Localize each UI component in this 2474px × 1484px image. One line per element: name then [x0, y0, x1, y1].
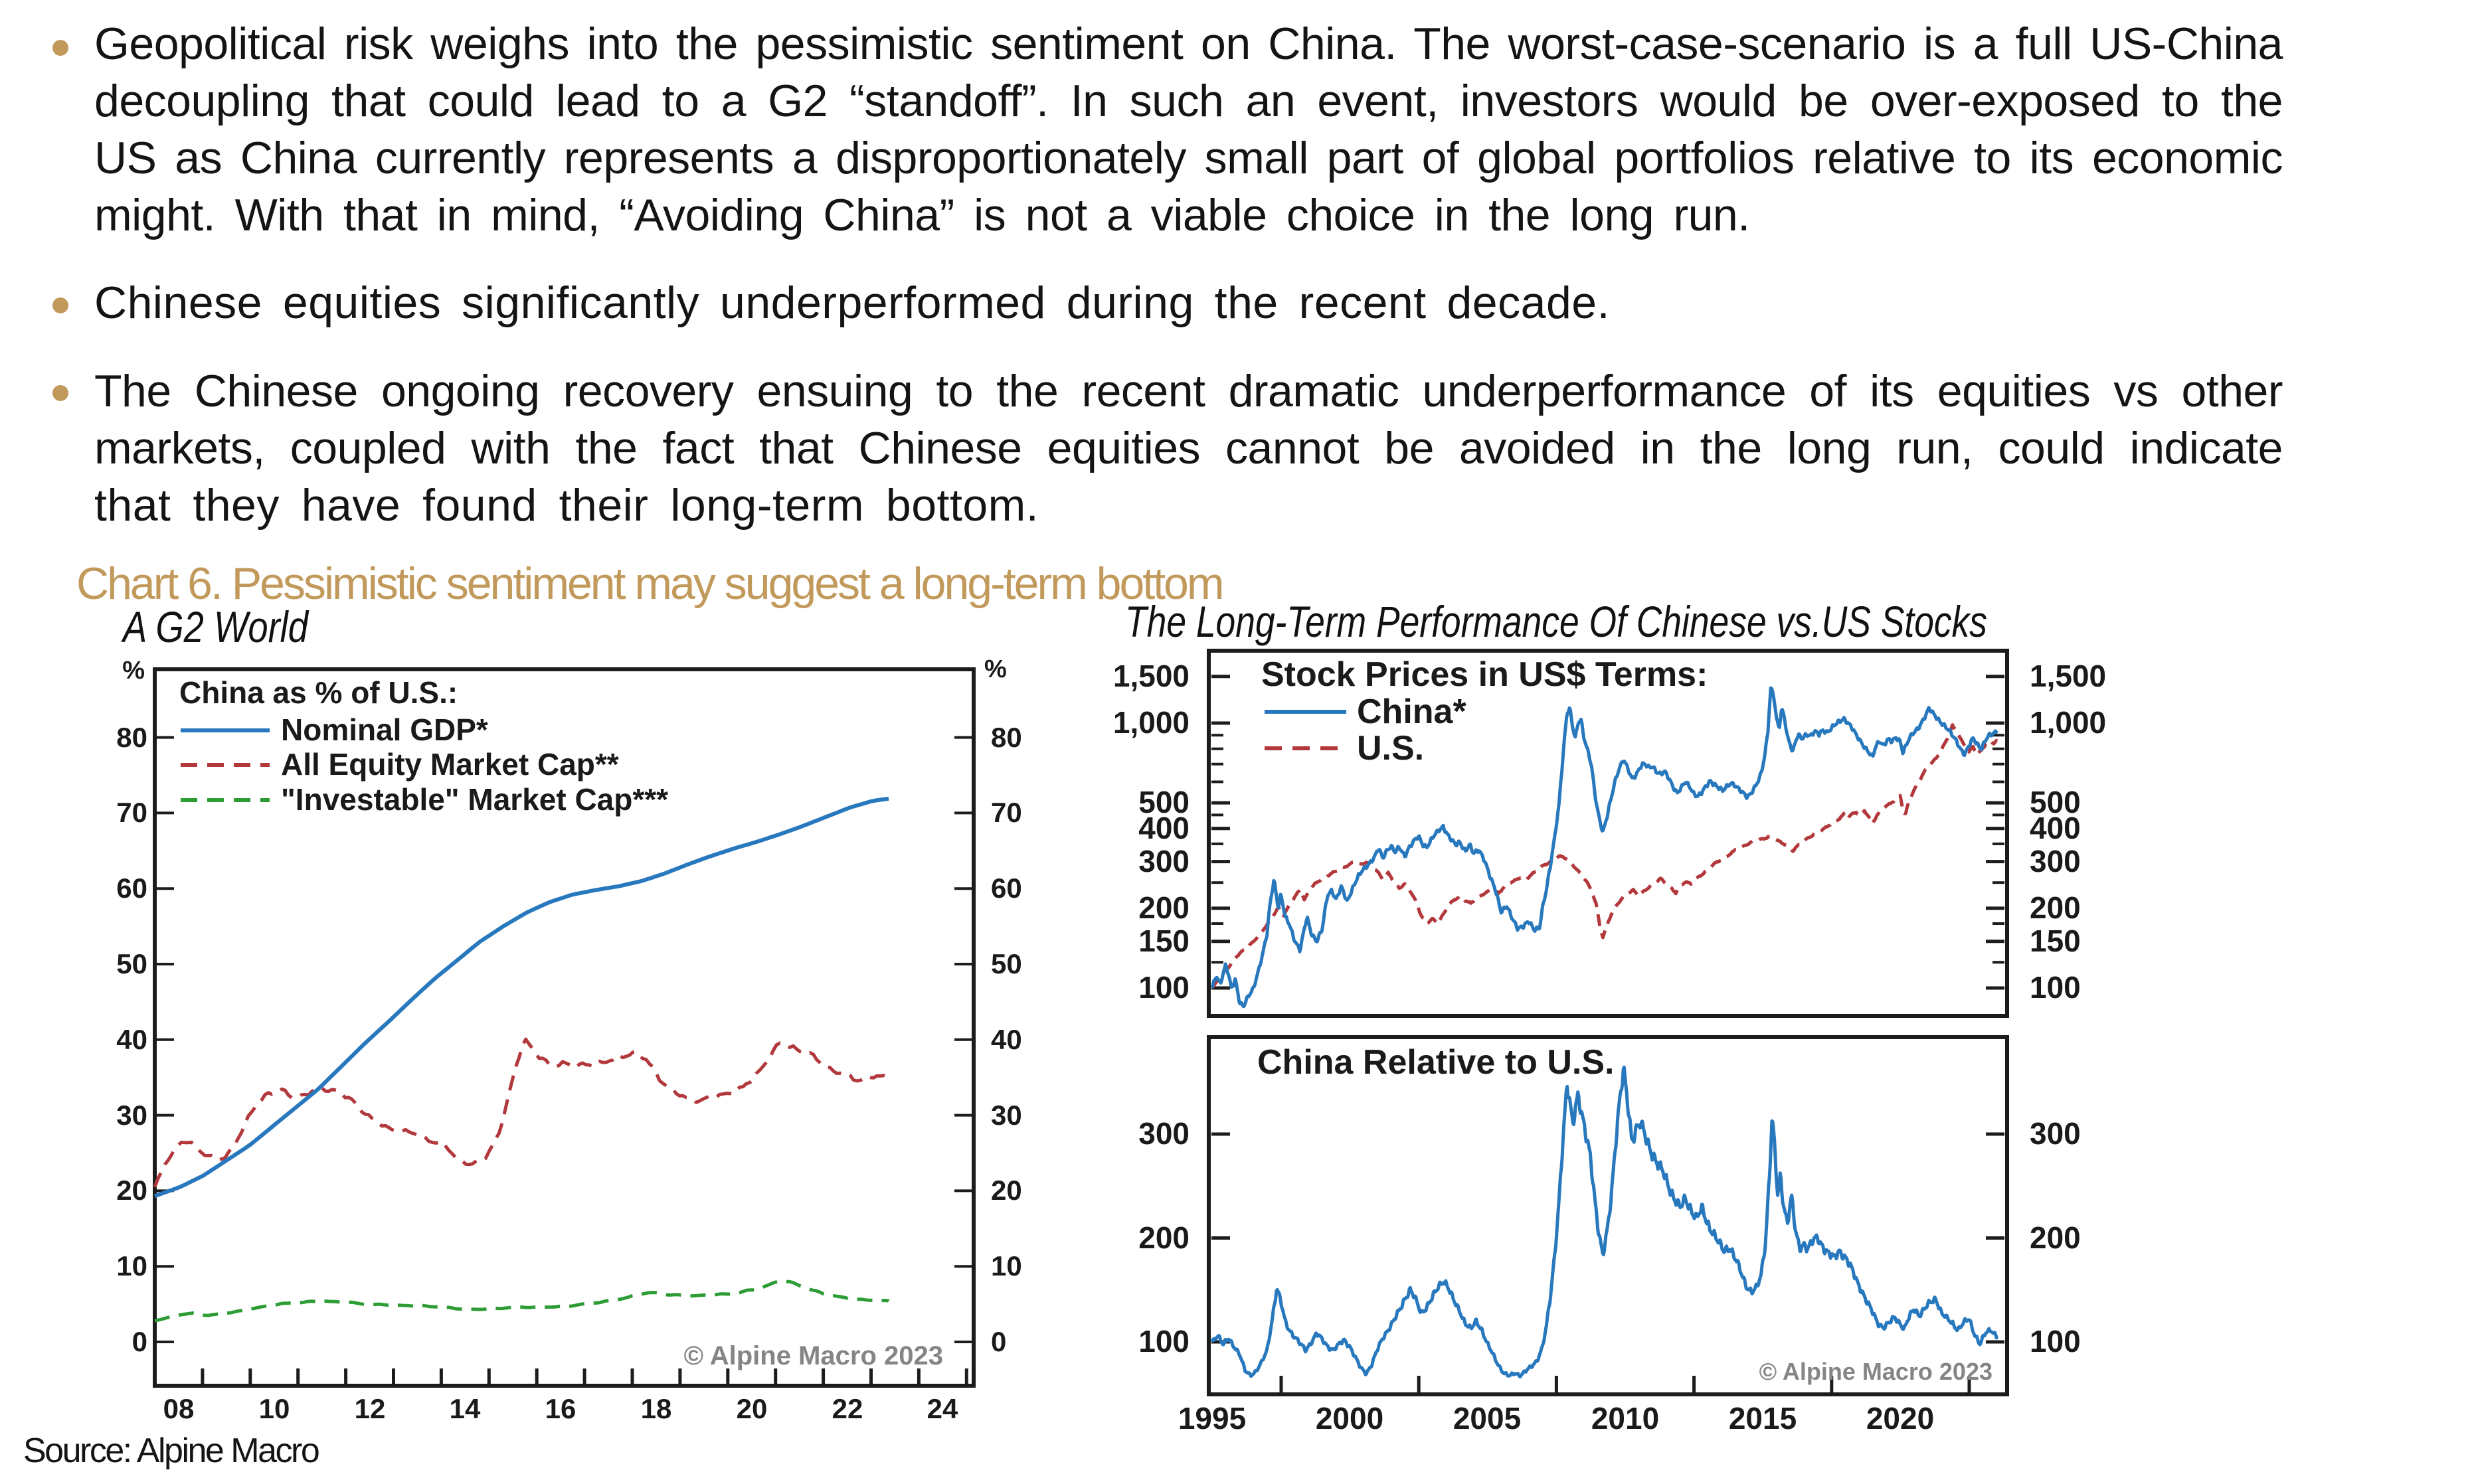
svg-text:300: 300 — [2030, 844, 2081, 878]
svg-text:2005: 2005 — [1453, 1401, 1521, 1436]
svg-text:China Relative to U.S.: China Relative to U.S. — [1257, 1043, 1614, 1082]
svg-text:100: 100 — [2030, 970, 2081, 1005]
svg-text:1,000: 1,000 — [1113, 705, 1190, 740]
svg-text:200: 200 — [2030, 1220, 2081, 1255]
svg-text:0: 0 — [132, 1326, 147, 1357]
svg-text:© Alpine Macro 2023: © Alpine Macro 2023 — [684, 1341, 943, 1370]
svg-text:1995: 1995 — [1178, 1401, 1246, 1436]
svg-text:20: 20 — [116, 1175, 147, 1206]
svg-text:60: 60 — [991, 872, 1022, 904]
svg-text:2000: 2000 — [1316, 1401, 1383, 1436]
svg-text:100: 100 — [1138, 1324, 1190, 1359]
svg-text:12: 12 — [355, 1393, 386, 1424]
svg-text:150: 150 — [2030, 924, 2081, 958]
svg-text:50: 50 — [116, 948, 147, 979]
svg-text:2010: 2010 — [1591, 1401, 1659, 1436]
svg-text:"Investable" Market Cap***: "Investable" Market Cap*** — [281, 782, 668, 817]
svg-text:70: 70 — [991, 797, 1022, 828]
svg-text:100: 100 — [1138, 970, 1190, 1005]
svg-text:200: 200 — [1138, 890, 1190, 925]
svg-text:70: 70 — [116, 797, 147, 828]
svg-text:China*: China* — [1357, 693, 1466, 731]
svg-text:50: 50 — [991, 948, 1022, 979]
svg-text:20: 20 — [737, 1393, 768, 1424]
svg-text:China as % of U.S.:: China as % of U.S.: — [179, 675, 458, 710]
svg-text:10: 10 — [259, 1393, 290, 1424]
svg-text:400: 400 — [2030, 811, 2081, 845]
svg-text:10: 10 — [116, 1250, 147, 1281]
svg-text:1,000: 1,000 — [2030, 705, 2106, 740]
svg-text:80: 80 — [991, 722, 1022, 753]
svg-text:%: % — [984, 655, 1007, 683]
svg-text:40: 40 — [116, 1024, 147, 1055]
svg-text:200: 200 — [2030, 890, 2081, 925]
svg-text:30: 30 — [116, 1100, 147, 1131]
svg-text:60: 60 — [116, 872, 147, 904]
svg-text:1,500: 1,500 — [2030, 659, 2106, 693]
svg-text:%: % — [122, 657, 145, 685]
svg-text:400: 400 — [1138, 811, 1190, 845]
svg-text:2020: 2020 — [1866, 1401, 1934, 1436]
svg-text:08: 08 — [163, 1393, 195, 1424]
svg-text:The Long-Term Performance Of C: The Long-Term Performance Of Chinese vs.… — [1125, 597, 1987, 646]
svg-text:16: 16 — [545, 1393, 576, 1424]
svg-text:150: 150 — [1138, 924, 1190, 958]
svg-text:2015: 2015 — [1729, 1401, 1797, 1436]
svg-text:0: 0 — [991, 1326, 1006, 1357]
svg-text:500: 500 — [1138, 785, 1190, 819]
svg-text:18: 18 — [641, 1393, 672, 1424]
svg-text:24: 24 — [927, 1393, 958, 1424]
svg-text:80: 80 — [116, 722, 147, 753]
svg-text:All Equity Market Cap**: All Equity Market Cap** — [281, 747, 619, 782]
svg-text:© Alpine Macro 2023: © Alpine Macro 2023 — [1759, 1358, 1992, 1385]
svg-text:Nominal GDP*: Nominal GDP* — [281, 712, 488, 747]
svg-text:40: 40 — [991, 1024, 1022, 1055]
svg-text:20: 20 — [991, 1175, 1022, 1206]
svg-text:300: 300 — [1138, 844, 1190, 878]
svg-text:100: 100 — [2030, 1324, 2081, 1359]
svg-text:30: 30 — [991, 1100, 1022, 1131]
svg-text:500: 500 — [2030, 785, 2081, 819]
svg-text:300: 300 — [1138, 1116, 1190, 1151]
svg-text:Stock Prices in US$ Terms:: Stock Prices in US$ Terms: — [1261, 655, 1708, 694]
svg-text:A G2 World: A G2 World — [121, 602, 309, 651]
svg-text:1,500: 1,500 — [1113, 659, 1190, 693]
svg-text:300: 300 — [2030, 1116, 2081, 1151]
svg-text:10: 10 — [991, 1250, 1022, 1281]
svg-text:22: 22 — [832, 1393, 863, 1424]
svg-text:200: 200 — [1138, 1220, 1190, 1255]
svg-text:14: 14 — [450, 1393, 481, 1424]
svg-text:U.S.: U.S. — [1357, 729, 1424, 768]
